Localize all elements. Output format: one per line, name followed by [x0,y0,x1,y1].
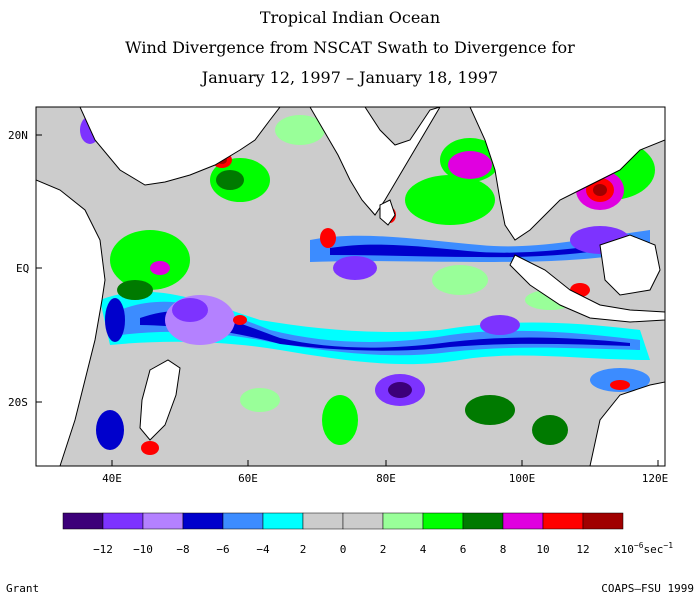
colorbar-swatch [342,512,384,530]
colorbar-labels: −12 −10 −8 −6 −4 2 0 2 4 6 8 10 12 [93,543,590,556]
magenta-patch [448,151,492,179]
y-tick-labels: 20N EQ 20S [8,129,29,409]
map-title-line3: January 12, 1997 – January 18, 1997 [201,68,499,87]
colorbar-swatch [222,512,264,530]
india-land [309,107,441,216]
colorbar-label: 8 [500,543,507,556]
colorbar-swatch [582,512,624,530]
colorbar-swatch [502,512,544,530]
africa-land [36,179,106,466]
colorbar-label: 12 [576,543,589,556]
colorbar-label: 2 [300,543,307,556]
colorbar-label: −10 [133,543,153,556]
darkgreen-patch [532,415,568,445]
australia-land [589,381,665,466]
red-patch [320,228,336,248]
darkgreen-patch [117,280,153,300]
map-title-line2: Wind Divergence from NSCAT Swath to Dive… [125,38,575,57]
colorbar-swatch [462,512,504,530]
colorbar-swatch [382,512,424,530]
colorbar-label: 6 [460,543,467,556]
y-tick-eq: EQ [16,262,29,275]
credit-author: Grant [6,582,40,595]
coastlines [36,107,665,466]
purple-patch [480,315,520,335]
colorbar-swatch [262,512,304,530]
darkgreen-patch [465,395,515,425]
colorbar-label: −4 [256,543,270,556]
tick-marks [36,134,659,466]
lightgreen-patch [432,265,488,295]
x-tick-80e: 80E [376,472,396,485]
colorbar-label: 0 [340,543,347,556]
x-tick-60e: 60E [238,472,258,485]
se-asia-land [469,107,665,241]
y-tick-20n: 20N [8,129,28,142]
colorbar-swatch [62,512,104,530]
purple-core [388,382,412,398]
colorbar [62,512,624,530]
purple-patch [172,298,208,322]
map-title-line1: Tropical Indian Ocean [259,8,441,27]
blue-patch [96,410,124,450]
y-tick-20s: 20S [8,396,28,409]
colorbar-swatch [302,512,344,530]
x-tick-100e: 100E [509,472,536,485]
madagascar-land [139,359,181,441]
plot-frame [35,106,666,467]
x-tick-120e: 120E [642,472,669,485]
colorbar-swatch [422,512,464,530]
colorbar-unit: x10−6sec−1 [614,541,673,556]
credit-institution: COAPS–FSU 1999 [601,582,694,595]
red-patch [233,315,247,325]
darkred-core [593,184,607,196]
colorbar-label: 4 [420,543,427,556]
green-patch [405,175,495,225]
arabia-land [36,107,281,186]
green-patch [322,395,358,445]
darkblue-band-equator [330,240,640,258]
sumatra-java-land [509,254,665,323]
colorbar-label: 2 [380,543,387,556]
purple-patch [333,256,377,280]
darkgreen-patch [216,170,244,190]
red-patch [610,380,630,390]
sri-lanka-land [379,199,396,226]
green-patch [110,230,190,290]
lightgreen-patch [240,388,280,412]
colorbar-label: 10 [536,543,549,556]
lightgreen-patch [275,115,325,145]
colorbar-swatch [182,512,224,530]
x-tick-labels: 40E 60E 80E 100E 120E [102,472,668,485]
colorbar-swatch [142,512,184,530]
colorbar-label: −6 [216,543,229,556]
colorbar-label: −12 [93,543,113,556]
x-tick-40e: 40E [102,472,122,485]
magenta-patch [150,261,170,275]
colorbar-swatch [102,512,144,530]
colorbar-label: −8 [176,543,189,556]
darkblue-band-south [140,310,630,351]
red-patch [141,441,159,455]
colorbar-swatch [542,512,584,530]
blue-patch [105,298,125,342]
borneo-land [599,234,661,296]
